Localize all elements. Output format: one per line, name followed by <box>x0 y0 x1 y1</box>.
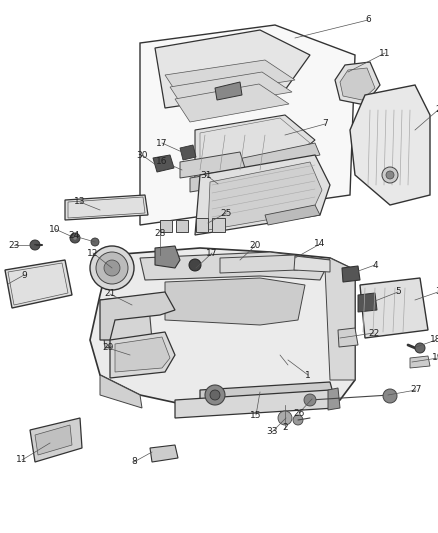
Polygon shape <box>360 278 428 338</box>
Polygon shape <box>140 252 330 280</box>
Polygon shape <box>340 68 375 100</box>
Polygon shape <box>110 332 175 378</box>
Polygon shape <box>100 375 142 408</box>
Polygon shape <box>155 246 180 268</box>
Circle shape <box>96 252 128 284</box>
Polygon shape <box>325 258 355 380</box>
Text: 6: 6 <box>365 15 371 25</box>
Text: 2: 2 <box>435 106 438 115</box>
Polygon shape <box>180 152 245 178</box>
Polygon shape <box>150 445 178 462</box>
Text: 22: 22 <box>368 328 380 337</box>
Polygon shape <box>358 293 377 312</box>
Polygon shape <box>165 278 305 325</box>
Polygon shape <box>338 328 358 347</box>
Circle shape <box>189 259 201 271</box>
Polygon shape <box>140 25 355 225</box>
Polygon shape <box>195 143 320 180</box>
Polygon shape <box>195 155 330 235</box>
Text: 4: 4 <box>372 261 378 270</box>
Circle shape <box>73 236 77 240</box>
Polygon shape <box>176 220 188 232</box>
Text: 8: 8 <box>131 457 137 466</box>
Polygon shape <box>153 155 174 172</box>
Text: 31: 31 <box>200 171 212 180</box>
Polygon shape <box>155 30 310 108</box>
Text: 14: 14 <box>314 239 326 248</box>
Polygon shape <box>335 62 380 105</box>
Circle shape <box>205 385 225 405</box>
Polygon shape <box>160 220 172 232</box>
Text: 26: 26 <box>293 408 305 417</box>
Polygon shape <box>196 218 208 232</box>
Text: 11: 11 <box>379 49 391 58</box>
Text: 27: 27 <box>410 385 422 394</box>
Text: 21: 21 <box>104 289 116 298</box>
Text: 23: 23 <box>8 240 20 249</box>
Text: 13: 13 <box>74 198 86 206</box>
Polygon shape <box>215 82 242 100</box>
Polygon shape <box>350 85 430 205</box>
Circle shape <box>415 343 425 353</box>
Polygon shape <box>342 266 360 282</box>
Text: 30: 30 <box>136 150 148 159</box>
Polygon shape <box>175 390 335 418</box>
Polygon shape <box>5 260 72 308</box>
Polygon shape <box>175 84 289 122</box>
Polygon shape <box>195 115 315 178</box>
Text: 16: 16 <box>156 157 168 166</box>
Polygon shape <box>208 162 322 230</box>
Circle shape <box>70 233 80 243</box>
Text: 12: 12 <box>87 248 99 257</box>
Polygon shape <box>212 218 225 232</box>
Polygon shape <box>100 292 175 340</box>
Text: 1: 1 <box>305 370 311 379</box>
Text: 10: 10 <box>49 224 61 233</box>
Text: 28: 28 <box>154 230 166 238</box>
Text: 29: 29 <box>102 343 114 352</box>
Circle shape <box>90 246 134 290</box>
Polygon shape <box>200 382 335 408</box>
Text: 7: 7 <box>322 119 328 128</box>
Circle shape <box>382 167 398 183</box>
Text: 24: 24 <box>68 231 80 240</box>
Circle shape <box>293 415 303 425</box>
Text: 3: 3 <box>435 287 438 296</box>
Circle shape <box>383 389 397 403</box>
Polygon shape <box>410 356 430 368</box>
Polygon shape <box>294 256 330 272</box>
Text: 19: 19 <box>432 353 438 362</box>
Circle shape <box>30 240 40 250</box>
Text: 9: 9 <box>21 271 27 279</box>
Polygon shape <box>265 205 320 225</box>
Text: 11: 11 <box>16 456 28 464</box>
Text: 5: 5 <box>395 287 401 296</box>
Polygon shape <box>190 158 315 192</box>
Polygon shape <box>115 337 170 372</box>
Circle shape <box>386 171 394 179</box>
Text: 33: 33 <box>266 427 278 437</box>
Polygon shape <box>220 255 298 273</box>
Circle shape <box>104 260 120 276</box>
Text: 2: 2 <box>282 424 288 432</box>
Text: 25: 25 <box>220 208 232 217</box>
Text: 17: 17 <box>156 139 168 148</box>
Text: 15: 15 <box>250 410 262 419</box>
Polygon shape <box>30 418 82 462</box>
Polygon shape <box>35 425 72 455</box>
Circle shape <box>91 238 99 246</box>
Circle shape <box>210 390 220 400</box>
Polygon shape <box>90 248 355 410</box>
Polygon shape <box>65 195 148 220</box>
Polygon shape <box>100 295 152 348</box>
Text: 17: 17 <box>206 248 218 257</box>
Circle shape <box>304 394 316 406</box>
Polygon shape <box>165 60 295 98</box>
Polygon shape <box>328 388 340 410</box>
Circle shape <box>278 411 292 425</box>
Text: 18: 18 <box>430 335 438 344</box>
Text: 20: 20 <box>249 241 261 251</box>
Polygon shape <box>180 145 196 160</box>
Polygon shape <box>170 72 292 110</box>
